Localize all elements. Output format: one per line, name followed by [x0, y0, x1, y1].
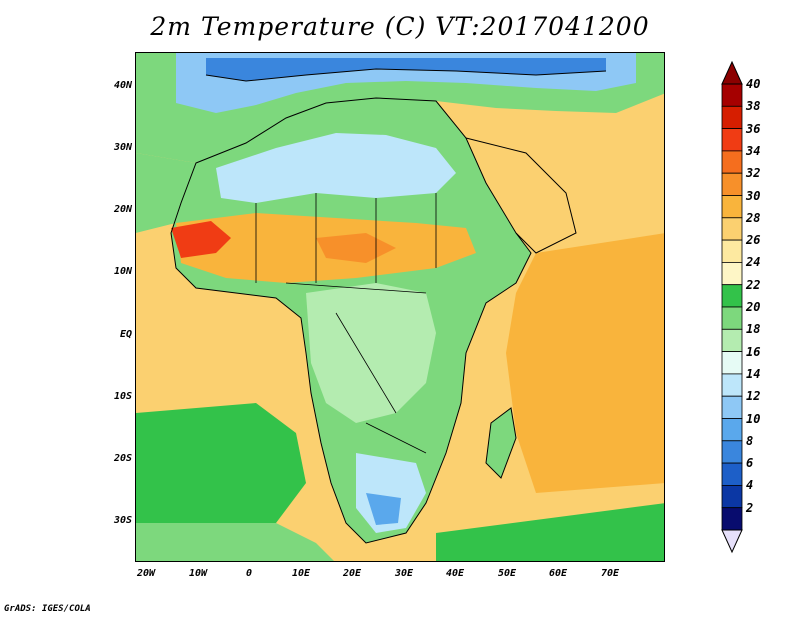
colorbar-swatch: [721, 128, 743, 152]
colorbar-label: 22: [746, 277, 761, 292]
lon-label-70e: 70E: [600, 568, 620, 579]
colorbar-label: 12: [746, 389, 761, 404]
lat-label-40n: 40N: [113, 80, 132, 91]
colorbar-label: 36: [746, 121, 761, 136]
southern-ocean-cool: [136, 523, 334, 561]
colorbar-label: 16: [746, 344, 761, 359]
colorbar-swatches: [721, 83, 743, 531]
colorbar-swatch: [721, 83, 743, 107]
colorbar-top-arrow: [721, 60, 743, 85]
colorbar-swatch: [721, 373, 743, 397]
colorbar-label: 2: [746, 500, 754, 515]
arabia-warm: [466, 138, 576, 253]
lat-label-10n: 10N: [113, 266, 132, 277]
south-africa-cold-spot: [366, 493, 401, 525]
africa-coastline: [170, 97, 532, 544]
atlantic-north-band: [136, 153, 196, 233]
lon-label-60e: 60E: [548, 568, 568, 579]
colorbar-label: 24: [746, 255, 761, 270]
sahara-cool-band: [216, 133, 456, 203]
central-africa-green: [306, 283, 436, 423]
colorbar-label: 30: [746, 188, 761, 203]
colorbar-label: 20: [746, 300, 761, 314]
colorbar-label: 14: [746, 366, 761, 381]
colorbar-swatch: [721, 507, 743, 531]
madagascar: [486, 408, 516, 478]
colorbar-bottom-arrow: [721, 529, 743, 554]
colorbar-swatch: [721, 440, 743, 464]
colorbar-label: 28: [746, 210, 761, 225]
lon-label-30e: 30E: [394, 568, 414, 579]
indian-ocean-warm: [506, 233, 664, 493]
lon-label-10w: 10W: [188, 568, 208, 579]
lon-label-20w: 20W: [136, 568, 156, 579]
lat-label-eq: EQ: [119, 329, 132, 340]
europe-coastline: [205, 68, 607, 82]
colorbar-label: 34: [746, 143, 761, 158]
country-borders: [255, 193, 437, 454]
map-panel: [135, 52, 665, 562]
colorbar-label: 26: [746, 233, 761, 248]
credit-text: GrADS: IGES/COLA: [4, 604, 91, 614]
colorbar-swatch: [721, 217, 743, 241]
lat-label-10s: 10S: [113, 391, 132, 402]
lat-label-30n: 30N: [113, 142, 132, 153]
lon-label-50e: 50E: [497, 568, 517, 579]
lon-label-20e: 20E: [342, 568, 362, 579]
lat-label-20n: 20N: [113, 204, 132, 215]
colorbar-swatch: [721, 150, 743, 174]
colorbar-swatch: [721, 395, 743, 419]
colorbar-label: 38: [746, 99, 761, 114]
colorbar-swatch: [721, 284, 743, 308]
southern-indian-cool: [436, 503, 664, 561]
arabia-coastline: [465, 137, 577, 254]
colorbar-swatch: [721, 261, 743, 286]
colorbar-swatch: [721, 195, 743, 219]
lon-label-0: 0: [245, 568, 253, 579]
madagascar-coastline: [485, 407, 517, 479]
colorbar-label: 8: [746, 433, 754, 448]
lon-label-10e: 10E: [291, 568, 311, 579]
colorbar-label: 10: [746, 411, 761, 426]
colorbar-label: 32: [746, 166, 761, 181]
colorbar-label: 18: [746, 322, 761, 337]
colorbar-swatch: [721, 172, 743, 196]
colorbar-swatch: [721, 462, 743, 486]
lon-label-40e: 40E: [445, 568, 465, 579]
temperature-field-map: [136, 53, 664, 561]
colorbar-label: 4: [746, 478, 754, 493]
colorbar-label: 6: [746, 456, 754, 471]
colorbar-swatch: [721, 351, 743, 375]
colorbar-swatch: [721, 105, 743, 130]
lat-label-30s: 30S: [113, 515, 132, 526]
atlantic-warm-band: [136, 223, 176, 293]
lat-label-20s: 20S: [113, 453, 132, 464]
colorbar-swatch: [721, 484, 743, 509]
colorbar-swatch: [721, 306, 743, 330]
colorbar-swatch: [721, 239, 743, 263]
senegal-hot-spot: [171, 221, 231, 258]
colorbar-swatch: [721, 328, 743, 352]
colorbar-swatch: [721, 418, 743, 442]
south-atlantic-cool: [136, 403, 306, 533]
colorbar-label: 40: [746, 77, 761, 91]
map-title: 2m Temperature (C) VT:2017041200: [150, 12, 650, 41]
